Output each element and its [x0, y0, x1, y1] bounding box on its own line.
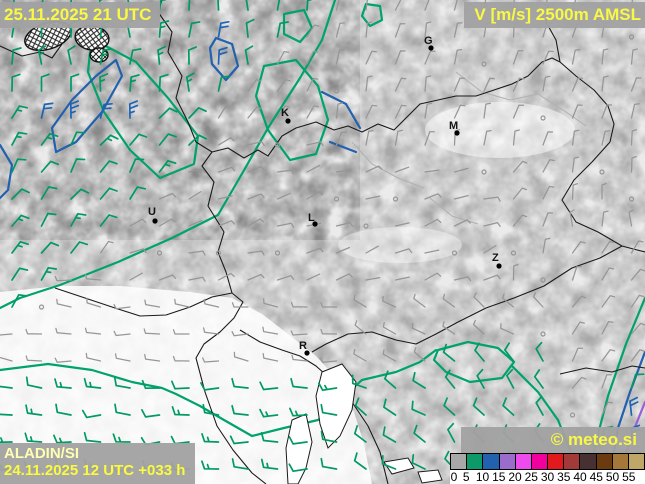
city-label: K [281, 107, 289, 119]
legend-cell [595, 453, 612, 470]
legend-cell [450, 453, 467, 470]
map-title: V [m/s] 2500m AMSL [464, 2, 645, 29]
city-label: M [449, 120, 458, 132]
legend-color-bar [450, 453, 645, 470]
city-markers: G K M U L Z R [148, 35, 502, 356]
islands [285, 363, 443, 484]
city-label: Z [492, 252, 499, 264]
legend-value: 45 [589, 470, 603, 484]
model-name: ALADIN/SI [4, 445, 79, 463]
model-run-label: ALADIN/SI 24.11.2025 12 UTC +033 h [0, 443, 196, 484]
legend-cell [547, 453, 564, 470]
legend-value: 15 [492, 470, 506, 484]
legend-value: 35 [557, 470, 571, 484]
legend-value: 5 [462, 470, 470, 484]
legend-cell [579, 453, 596, 470]
city-label: G [424, 35, 433, 47]
legend-value: 25 [524, 470, 538, 484]
city-label: U [148, 206, 156, 218]
legend-cell [627, 453, 645, 470]
valid-time-label: 25.11.2025 21 UTC [0, 2, 161, 29]
wind-speed-legend: 0 5 10 15 20 25 30 35 40 45 50 55 [450, 453, 645, 484]
legend-value: 40 [573, 470, 587, 484]
legend-value: 0 [450, 470, 458, 484]
legend-cell [466, 453, 483, 470]
city-label: L [308, 212, 315, 224]
run-time: 24.11.2025 12 UTC +033 h [4, 462, 186, 480]
legend-value: 50 [605, 470, 620, 484]
legend-cell [514, 453, 531, 470]
legend-value: 20 [508, 470, 522, 484]
legend-cell [498, 453, 515, 470]
city-label: R [299, 340, 307, 352]
legend-value: 30 [540, 470, 555, 484]
legend-cell [530, 453, 548, 470]
legend-cell [611, 453, 628, 470]
legend-value: 10 [475, 470, 490, 484]
copyright-label: © meteo.si [460, 426, 645, 453]
legend-cell [563, 453, 580, 470]
lowland-sea-region [0, 102, 575, 484]
legend-cell [482, 453, 499, 470]
legend-value-labels: 0 5 10 15 20 25 30 35 40 45 50 55 [450, 470, 645, 484]
wind-barbs [0, 0, 645, 473]
legend-value: 55 [622, 470, 636, 484]
